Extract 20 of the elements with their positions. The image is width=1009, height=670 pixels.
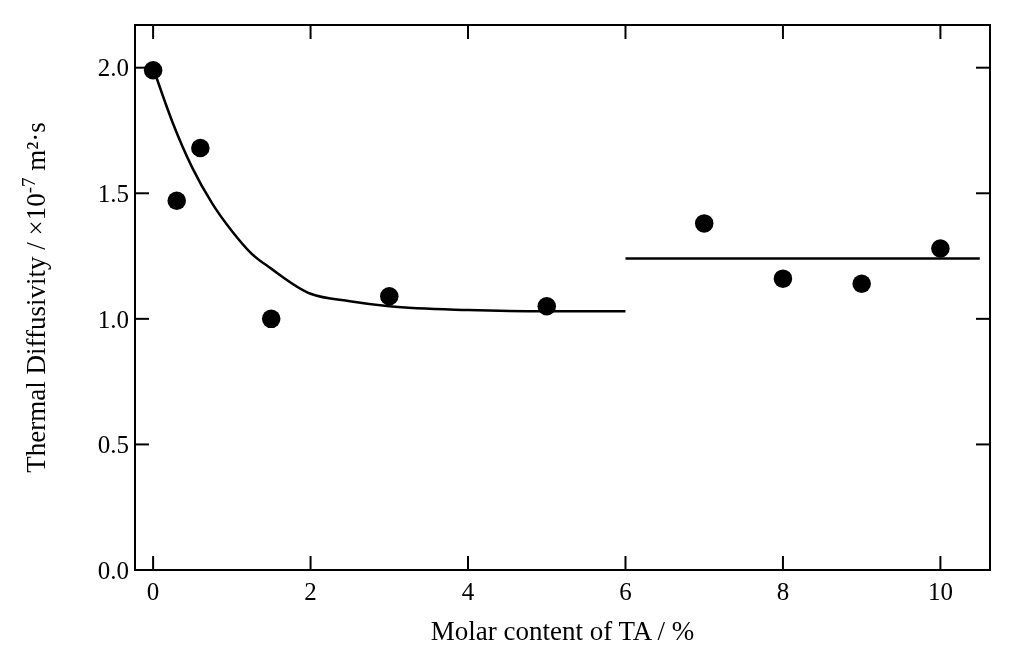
x-tick-label: 2 xyxy=(304,578,317,605)
point xyxy=(694,214,714,233)
point xyxy=(773,269,793,288)
y-tick-label: 1.0 xyxy=(97,305,129,333)
y-tick-label: 1.5 xyxy=(97,180,129,208)
point xyxy=(852,274,871,293)
point xyxy=(191,138,210,158)
point xyxy=(931,239,950,258)
y-tick-label: 0.5 xyxy=(97,431,129,459)
x-tick-label: 10 xyxy=(927,578,953,605)
x-tick-label: 4 xyxy=(461,578,475,605)
y-tick-label: 2.0 xyxy=(97,54,129,82)
x-tick-label: 8 xyxy=(776,578,790,605)
y-tick-label: 0.0 xyxy=(97,556,129,584)
point xyxy=(380,286,399,306)
x-axis-title: Molar content of TA / % xyxy=(430,616,695,646)
point xyxy=(167,191,186,211)
x-tick-label: 6 xyxy=(619,578,632,605)
point xyxy=(261,309,281,329)
x-tick-label: 0 xyxy=(146,578,160,605)
